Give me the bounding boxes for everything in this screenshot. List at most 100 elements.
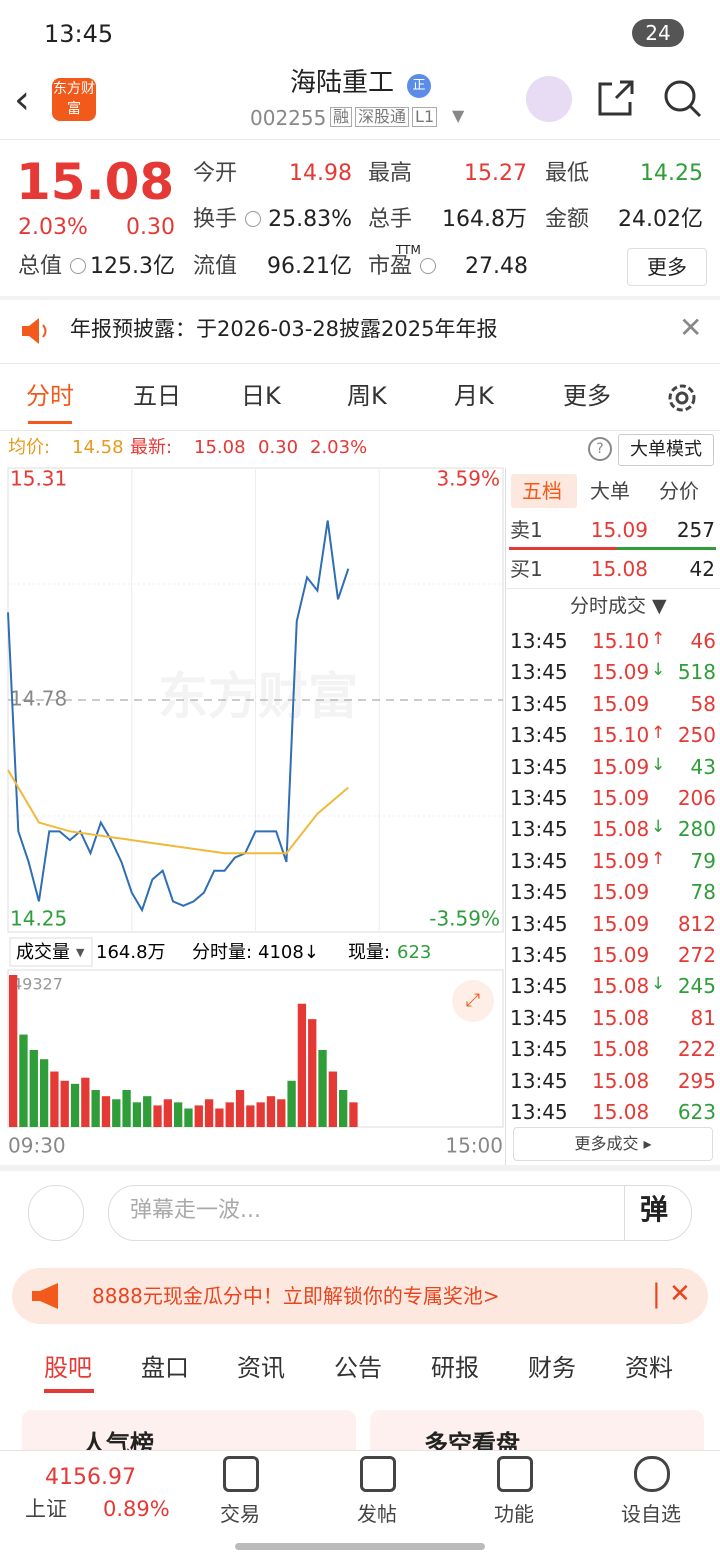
speaker-icon	[22, 318, 47, 344]
volume-bar	[19, 1034, 28, 1127]
tab[interactable]: 日K	[241, 382, 281, 410]
trade-volume: 58	[690, 691, 716, 716]
notice[interactable]: 年报预披露：于2026-03-28披露2025年年报	[70, 317, 498, 341]
section-tab[interactable]: 研报	[431, 1354, 479, 1382]
section-tab[interactable]: 股吧	[44, 1354, 92, 1382]
more-button[interactable]: 更多	[627, 248, 707, 286]
help-icon[interactable]: ?	[588, 437, 612, 461]
trade-volume: 250	[677, 723, 716, 748]
trade-time: 13:45	[510, 880, 568, 905]
section-tab[interactable]: 公告	[334, 1354, 382, 1382]
field-label: 金额	[545, 207, 590, 232]
field-label: 流值	[193, 254, 238, 279]
volume-bar	[60, 1080, 69, 1127]
trade-time: 13:45	[510, 1068, 568, 1093]
nav-label[interactable]: 功能	[494, 1502, 534, 1526]
danmaku-button[interactable]: 弹	[640, 1193, 669, 1226]
y-tick-label: 14.78	[10, 687, 67, 711]
trade-time: 13:45	[510, 754, 568, 779]
y2-tick-label: 3.59%	[436, 467, 500, 491]
index-name: 上证	[25, 1497, 67, 1521]
info-dot	[420, 258, 436, 274]
tab[interactable]: 周K	[347, 382, 387, 410]
search-icon[interactable]	[662, 78, 704, 120]
book-tab-bg	[511, 474, 577, 508]
more-trades[interactable]: 更多成交 ▸	[513, 1127, 713, 1161]
trade-time: 13:45	[510, 723, 568, 748]
nav-icon[interactable]	[497, 1456, 533, 1492]
section-tab[interactable]: 财务	[528, 1354, 576, 1382]
tab[interactable]: 更多	[563, 382, 611, 410]
y-tick-label: 15.31	[10, 467, 67, 491]
ttm: TTM	[396, 243, 421, 257]
ad-text[interactable]: 8888元现金瓜分中！立即解锁你的专属奖池>	[92, 1284, 500, 1308]
nav-label[interactable]: 设自选	[621, 1502, 681, 1526]
trade-time: 13:45	[510, 943, 568, 967]
book-tab[interactable]: 五档	[522, 479, 562, 503]
field-value: 25.83%	[268, 207, 352, 232]
dropdown[interactable]: ▼	[452, 106, 465, 125]
trade-volume: 272	[677, 943, 716, 967]
close-notice[interactable]: ✕	[679, 311, 703, 344]
badge: 正	[407, 74, 431, 98]
nav-icon[interactable]	[360, 1456, 396, 1492]
nav-icon[interactable]	[634, 1456, 670, 1492]
ad-close[interactable]: | ✕	[652, 1279, 691, 1309]
volume-bar	[153, 1105, 162, 1127]
trade-price: 15.09	[592, 943, 650, 967]
trade-arrow: ↑	[651, 723, 666, 744]
trade-time: 13:45	[510, 974, 568, 999]
avatar[interactable]	[526, 76, 572, 122]
trade-time: 13:45	[510, 629, 568, 653]
settings-icon[interactable]	[664, 380, 700, 416]
trade-price: 15.09	[592, 754, 650, 779]
index-value[interactable]: 4156.97	[45, 1465, 136, 1490]
tag: L1	[412, 107, 438, 127]
expand-glyph: ⤢	[466, 990, 481, 1011]
book-tab[interactable]: 分价	[659, 479, 699, 503]
tab[interactable]: 月K	[454, 382, 494, 410]
tab[interactable]: 分时	[26, 382, 74, 410]
trades-title[interactable]: 分时成交 ▼	[570, 595, 667, 617]
x-tick-label: 09:30	[8, 1134, 66, 1158]
volume-bar	[112, 1099, 121, 1127]
book-tab[interactable]: 大单	[590, 479, 630, 503]
book-volume: 257	[676, 518, 715, 542]
section-tab[interactable]: 盘口	[141, 1354, 189, 1382]
ad-banner[interactable]	[12, 1268, 708, 1324]
comment-icon[interactable]	[28, 1185, 84, 1241]
section-tab[interactable]: 资料	[625, 1354, 673, 1382]
nav-label[interactable]: 交易	[220, 1502, 260, 1526]
volume-bar	[266, 1096, 276, 1127]
y-tick-label: 14.25	[10, 907, 67, 931]
trade-time: 13:45	[510, 786, 568, 810]
trade-price: 15.09	[592, 880, 650, 905]
field-label: 最低	[545, 161, 590, 186]
field-label: 总手	[368, 207, 413, 232]
tab-underline	[28, 421, 72, 424]
field-value: 27.48	[465, 254, 528, 279]
nav-label[interactable]: 发帖	[357, 1502, 397, 1526]
last-value: 15.08	[194, 437, 246, 458]
share-icon[interactable]	[596, 78, 636, 118]
status-time: 13:45	[44, 20, 114, 48]
section-tab[interactable]: 资讯	[237, 1354, 285, 1382]
nav-icon[interactable]	[223, 1456, 259, 1492]
volume-bar	[235, 1090, 245, 1127]
trade-time: 13:45	[510, 691, 568, 716]
back-button[interactable]: ‹	[14, 77, 30, 123]
mode-button[interactable]: 大单模式	[618, 434, 714, 466]
field-value: 14.25	[640, 161, 703, 186]
volume-bar	[81, 1077, 90, 1127]
trade-arrow: ↓	[651, 660, 666, 681]
comment-input[interactable]	[108, 1185, 692, 1241]
volume-bar	[204, 1099, 214, 1127]
tags: 融深股通 L1	[330, 107, 438, 127]
trade-time: 13:45	[510, 1005, 568, 1030]
trade-volume: 245	[677, 974, 716, 999]
now-value: 623	[397, 942, 431, 963]
tab[interactable]: 五日	[133, 382, 181, 410]
minute-label: 分时量:	[192, 942, 252, 963]
trade-price: 15.08	[592, 817, 650, 842]
